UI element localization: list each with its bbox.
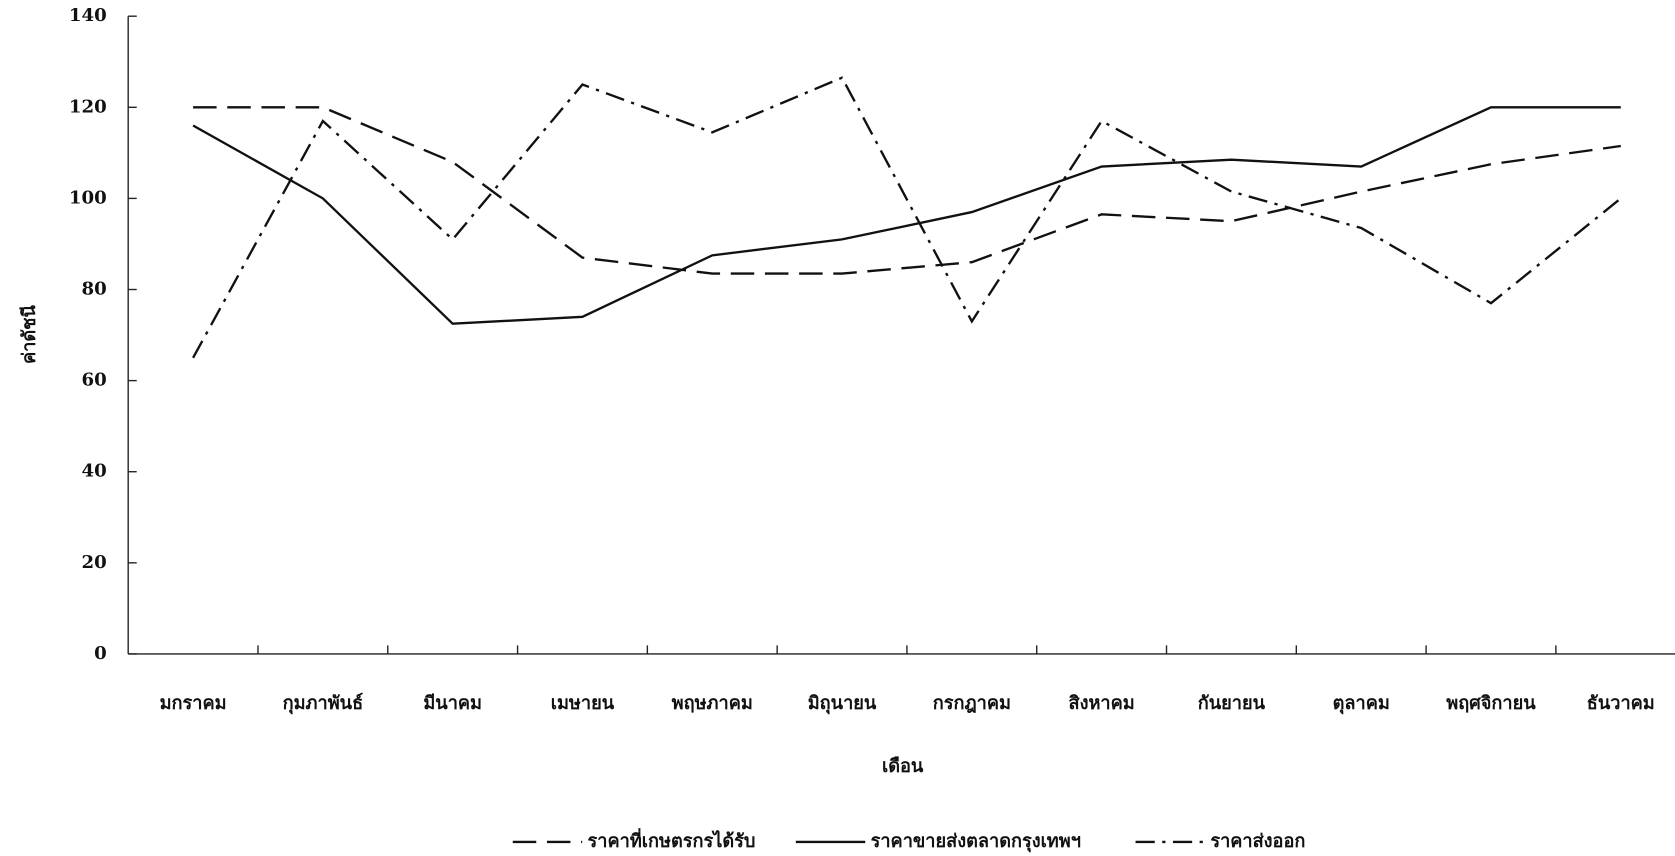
y-tick-label: 100 (69, 187, 107, 208)
x-tick-label: สิงหาคม (1069, 693, 1135, 714)
y-tick-label: 20 (82, 552, 107, 573)
x-tick-label: พฤษภาคม (672, 693, 753, 714)
y-tick-label: 120 (69, 96, 107, 117)
series-line (192, 106, 1621, 325)
y-axis-label: ค่าดัชนี (19, 305, 40, 364)
y-tick-label: 140 (69, 5, 107, 26)
series-line (192, 76, 1622, 359)
x-tick-label: ตุลาคม (1333, 693, 1390, 715)
x-tick-label: พฤศจิกายน (1446, 693, 1536, 714)
x-tick-label: มกราคม (160, 693, 227, 714)
x-tick-label: กุมภาพันธ์ (283, 692, 364, 715)
x-tick-label: มีนาคม (423, 693, 482, 714)
x-axis-label: เดือน (882, 755, 924, 777)
y-tick-label: 40 (82, 461, 107, 482)
x-tick-label: ธันวาคม (1587, 693, 1655, 714)
x-tick-label: เมษายน (551, 693, 615, 714)
legend-label: ราคาส่งออก (1210, 831, 1305, 852)
y-tick-label: 0 (94, 643, 107, 664)
legend-label: ราคาที่เกษตรกรได้รับ (588, 828, 756, 852)
legend-label: ราคาขายส่งตลาดกรุงเทพฯ (871, 831, 1081, 853)
y-tick-label: 60 (82, 370, 107, 391)
x-tick-label: มิถุนายน (808, 693, 877, 715)
series-line (193, 106, 1621, 275)
x-tick-label: กันยายน (1198, 693, 1266, 714)
x-tick-label: กรกฎาคม (933, 693, 1011, 714)
y-tick-label: 80 (82, 279, 107, 300)
